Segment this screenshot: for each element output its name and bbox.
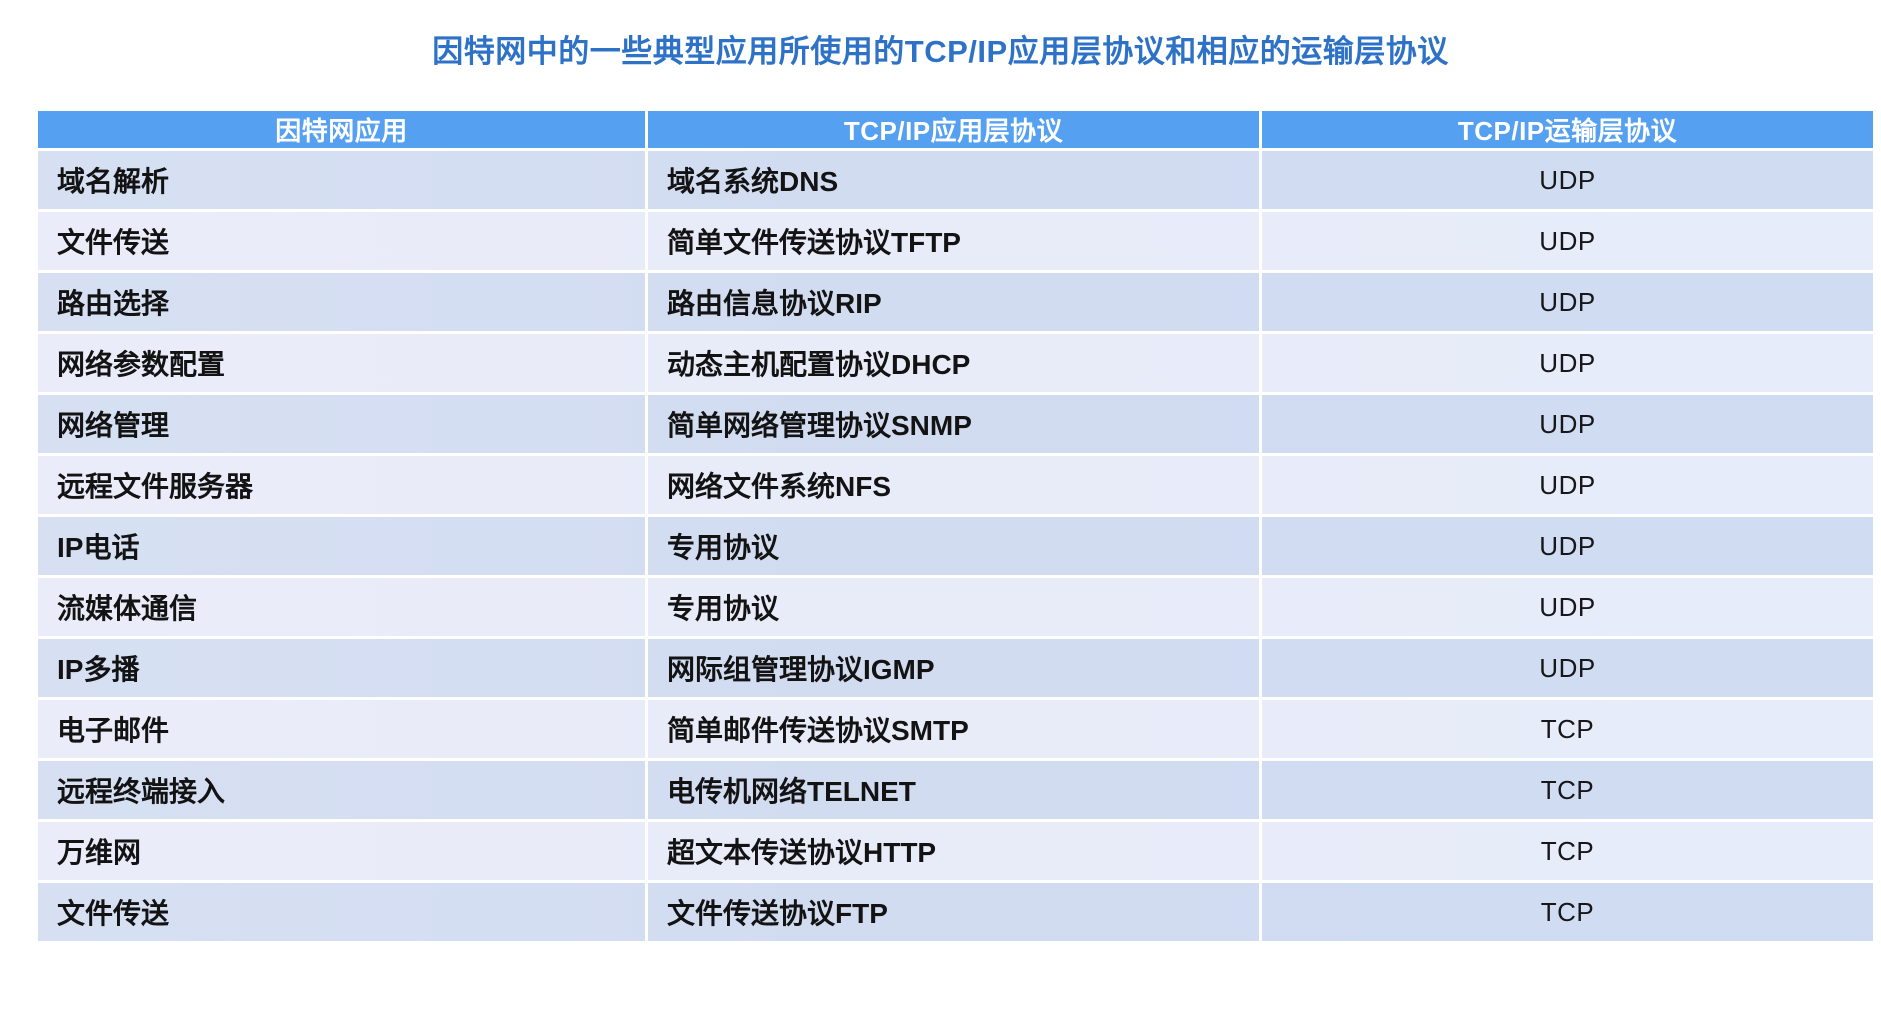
cell-application-layer-protocol: 路由信息协议RIP: [648, 273, 1262, 331]
cell-application-layer-protocol: 简单网络管理协议SNMP: [648, 395, 1262, 453]
cell-internet-application: 网络管理: [38, 395, 648, 453]
page-title: 因特网中的一些典型应用所使用的TCP/IP应用层协议和相应的运输层协议: [432, 34, 1449, 69]
table-row: 远程文件服务器 网络文件系统NFS UDP: [38, 456, 1873, 517]
cell-internet-application: IP电话: [38, 517, 648, 575]
table-row: 网络管理 简单网络管理协议SNMP UDP: [38, 395, 1873, 456]
header-divider: [38, 148, 1873, 151]
cell-application-layer-protocol: 专用协议: [648, 578, 1262, 636]
cell-transport-layer-protocol: UDP: [1539, 530, 1596, 561]
cell-internet-application: 万维网: [38, 822, 648, 880]
cell-internet-application: 电子邮件: [38, 700, 648, 758]
cell-application-layer-protocol: 简单邮件传送协议SMTP: [648, 700, 1262, 758]
cell-internet-application: 域名解析: [38, 151, 648, 209]
cell-transport-layer-protocol: UDP: [1539, 591, 1596, 622]
column-header-application-layer-protocol: TCP/IP应用层协议: [648, 111, 1262, 148]
table-row: 文件传送 简单文件传送协议TFTP UDP: [38, 212, 1873, 273]
table-row: 文件传送 文件传送协议FTP TCP: [38, 883, 1873, 944]
cell-application-layer-protocol: 电传机网络TELNET: [648, 761, 1262, 819]
cell-application-layer-protocol: 简单文件传送协议TFTP: [648, 212, 1262, 270]
cell-internet-application: 网络参数配置: [38, 334, 648, 392]
column-header-internet-application: 因特网应用: [38, 111, 648, 148]
table-row: 电子邮件 简单邮件传送协议SMTP TCP: [38, 700, 1873, 761]
cell-application-layer-protocol: 动态主机配置协议DHCP: [648, 334, 1262, 392]
cell-application-layer-protocol: 文件传送协议FTP: [648, 883, 1262, 941]
cell-application-layer-protocol: 网际组管理协议IGMP: [648, 639, 1262, 697]
table-header-row: 因特网应用 TCP/IP应用层协议 TCP/IP运输层协议: [38, 111, 1873, 148]
column-header-transport-layer-protocol: TCP/IP运输层协议: [1457, 116, 1678, 146]
cell-transport-layer-protocol: UDP: [1539, 469, 1596, 500]
cell-application-layer-protocol: 超文本传送协议HTTP: [648, 822, 1262, 880]
cell-internet-application: IP多播: [38, 639, 648, 697]
table-row: 万维网 超文本传送协议HTTP TCP: [38, 822, 1873, 883]
table-row: 流媒体通信 专用协议 UDP: [38, 578, 1873, 639]
table-row: 路由选择 路由信息协议RIP UDP: [38, 273, 1873, 334]
cell-application-layer-protocol: 专用协议: [648, 517, 1262, 575]
cell-internet-application: 文件传送: [38, 883, 648, 941]
cell-application-layer-protocol: 域名系统DNS: [648, 151, 1262, 209]
cell-transport-layer-protocol: UDP: [1539, 164, 1596, 195]
cell-transport-layer-protocol: UDP: [1539, 225, 1596, 256]
cell-transport-layer-protocol: UDP: [1539, 408, 1596, 439]
cell-internet-application: 文件传送: [38, 212, 648, 270]
cell-application-layer-protocol: 网络文件系统NFS: [648, 456, 1262, 514]
cell-transport-layer-protocol: UDP: [1539, 347, 1596, 378]
table-row: 远程终端接入 电传机网络TELNET TCP: [38, 761, 1873, 822]
cell-transport-layer-protocol: TCP: [1540, 774, 1595, 805]
protocol-table: 因特网应用 TCP/IP应用层协议 TCP/IP运输层协议 域名解析 域名系统DN…: [38, 111, 1873, 944]
cell-internet-application: 远程终端接入: [38, 761, 648, 819]
cell-internet-application: 路由选择: [38, 273, 648, 331]
cell-internet-application: 远程文件服务器: [38, 456, 648, 514]
table-row: 网络参数配置 动态主机配置协议DHCP UDP: [38, 334, 1873, 395]
table-row: IP电话 专用协议 UDP: [38, 517, 1873, 578]
cell-transport-layer-protocol: TCP: [1540, 896, 1595, 927]
cell-transport-layer-protocol: UDP: [1539, 286, 1596, 317]
cell-internet-application: 流媒体通信: [38, 578, 648, 636]
table-row: 域名解析 域名系统DNS UDP: [38, 151, 1873, 212]
table-body: 域名解析 域名系统DNS UDP 文件传送 简单文件传送协议TFTP UDP 路由选择 路由信…: [38, 151, 1873, 944]
cell-transport-layer-protocol: UDP: [1539, 652, 1596, 683]
cell-transport-layer-protocol: TCP: [1540, 835, 1595, 866]
table-row: IP多播 网际组管理协议IGMP UDP: [38, 639, 1873, 700]
cell-transport-layer-protocol: TCP: [1540, 713, 1595, 744]
